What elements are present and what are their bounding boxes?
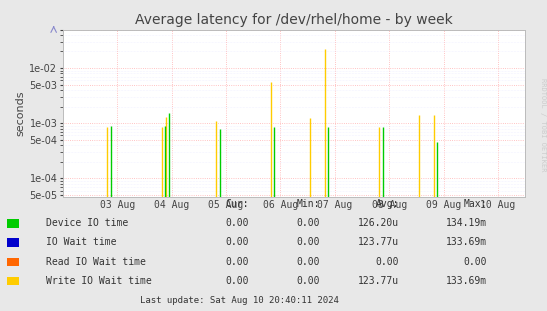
Text: 0.00: 0.00 [376,257,399,267]
Title: Average latency for /dev/rhel/home - by week: Average latency for /dev/rhel/home - by … [135,13,453,27]
Text: 0.00: 0.00 [296,218,320,228]
Text: Avg:: Avg: [376,199,399,209]
Text: 133.69m: 133.69m [446,237,487,247]
Y-axis label: seconds: seconds [15,91,25,136]
Text: 133.69m: 133.69m [446,276,487,286]
Text: Cur:: Cur: [225,199,249,209]
Text: 0.00: 0.00 [225,237,249,247]
Text: 134.19m: 134.19m [446,218,487,228]
Text: 123.77u: 123.77u [358,237,399,247]
Text: 126.20u: 126.20u [358,218,399,228]
Text: Last update: Sat Aug 10 20:40:11 2024: Last update: Sat Aug 10 20:40:11 2024 [140,296,339,305]
Text: IO Wait time: IO Wait time [46,237,117,247]
Text: 123.77u: 123.77u [358,276,399,286]
Text: 0.00: 0.00 [225,257,249,267]
Text: Min:: Min: [296,199,320,209]
Text: Read IO Wait time: Read IO Wait time [46,257,147,267]
Text: 0.00: 0.00 [296,237,320,247]
Text: RRDTOOL / TOBI OETIKER: RRDTOOL / TOBI OETIKER [540,78,546,171]
Text: 0.00: 0.00 [463,257,487,267]
Text: Device IO time: Device IO time [46,218,129,228]
Text: 0.00: 0.00 [225,218,249,228]
Text: 0.00: 0.00 [296,257,320,267]
Text: 0.00: 0.00 [296,276,320,286]
Text: Max:: Max: [463,199,487,209]
Text: Write IO Wait time: Write IO Wait time [46,276,152,286]
Text: 0.00: 0.00 [225,276,249,286]
